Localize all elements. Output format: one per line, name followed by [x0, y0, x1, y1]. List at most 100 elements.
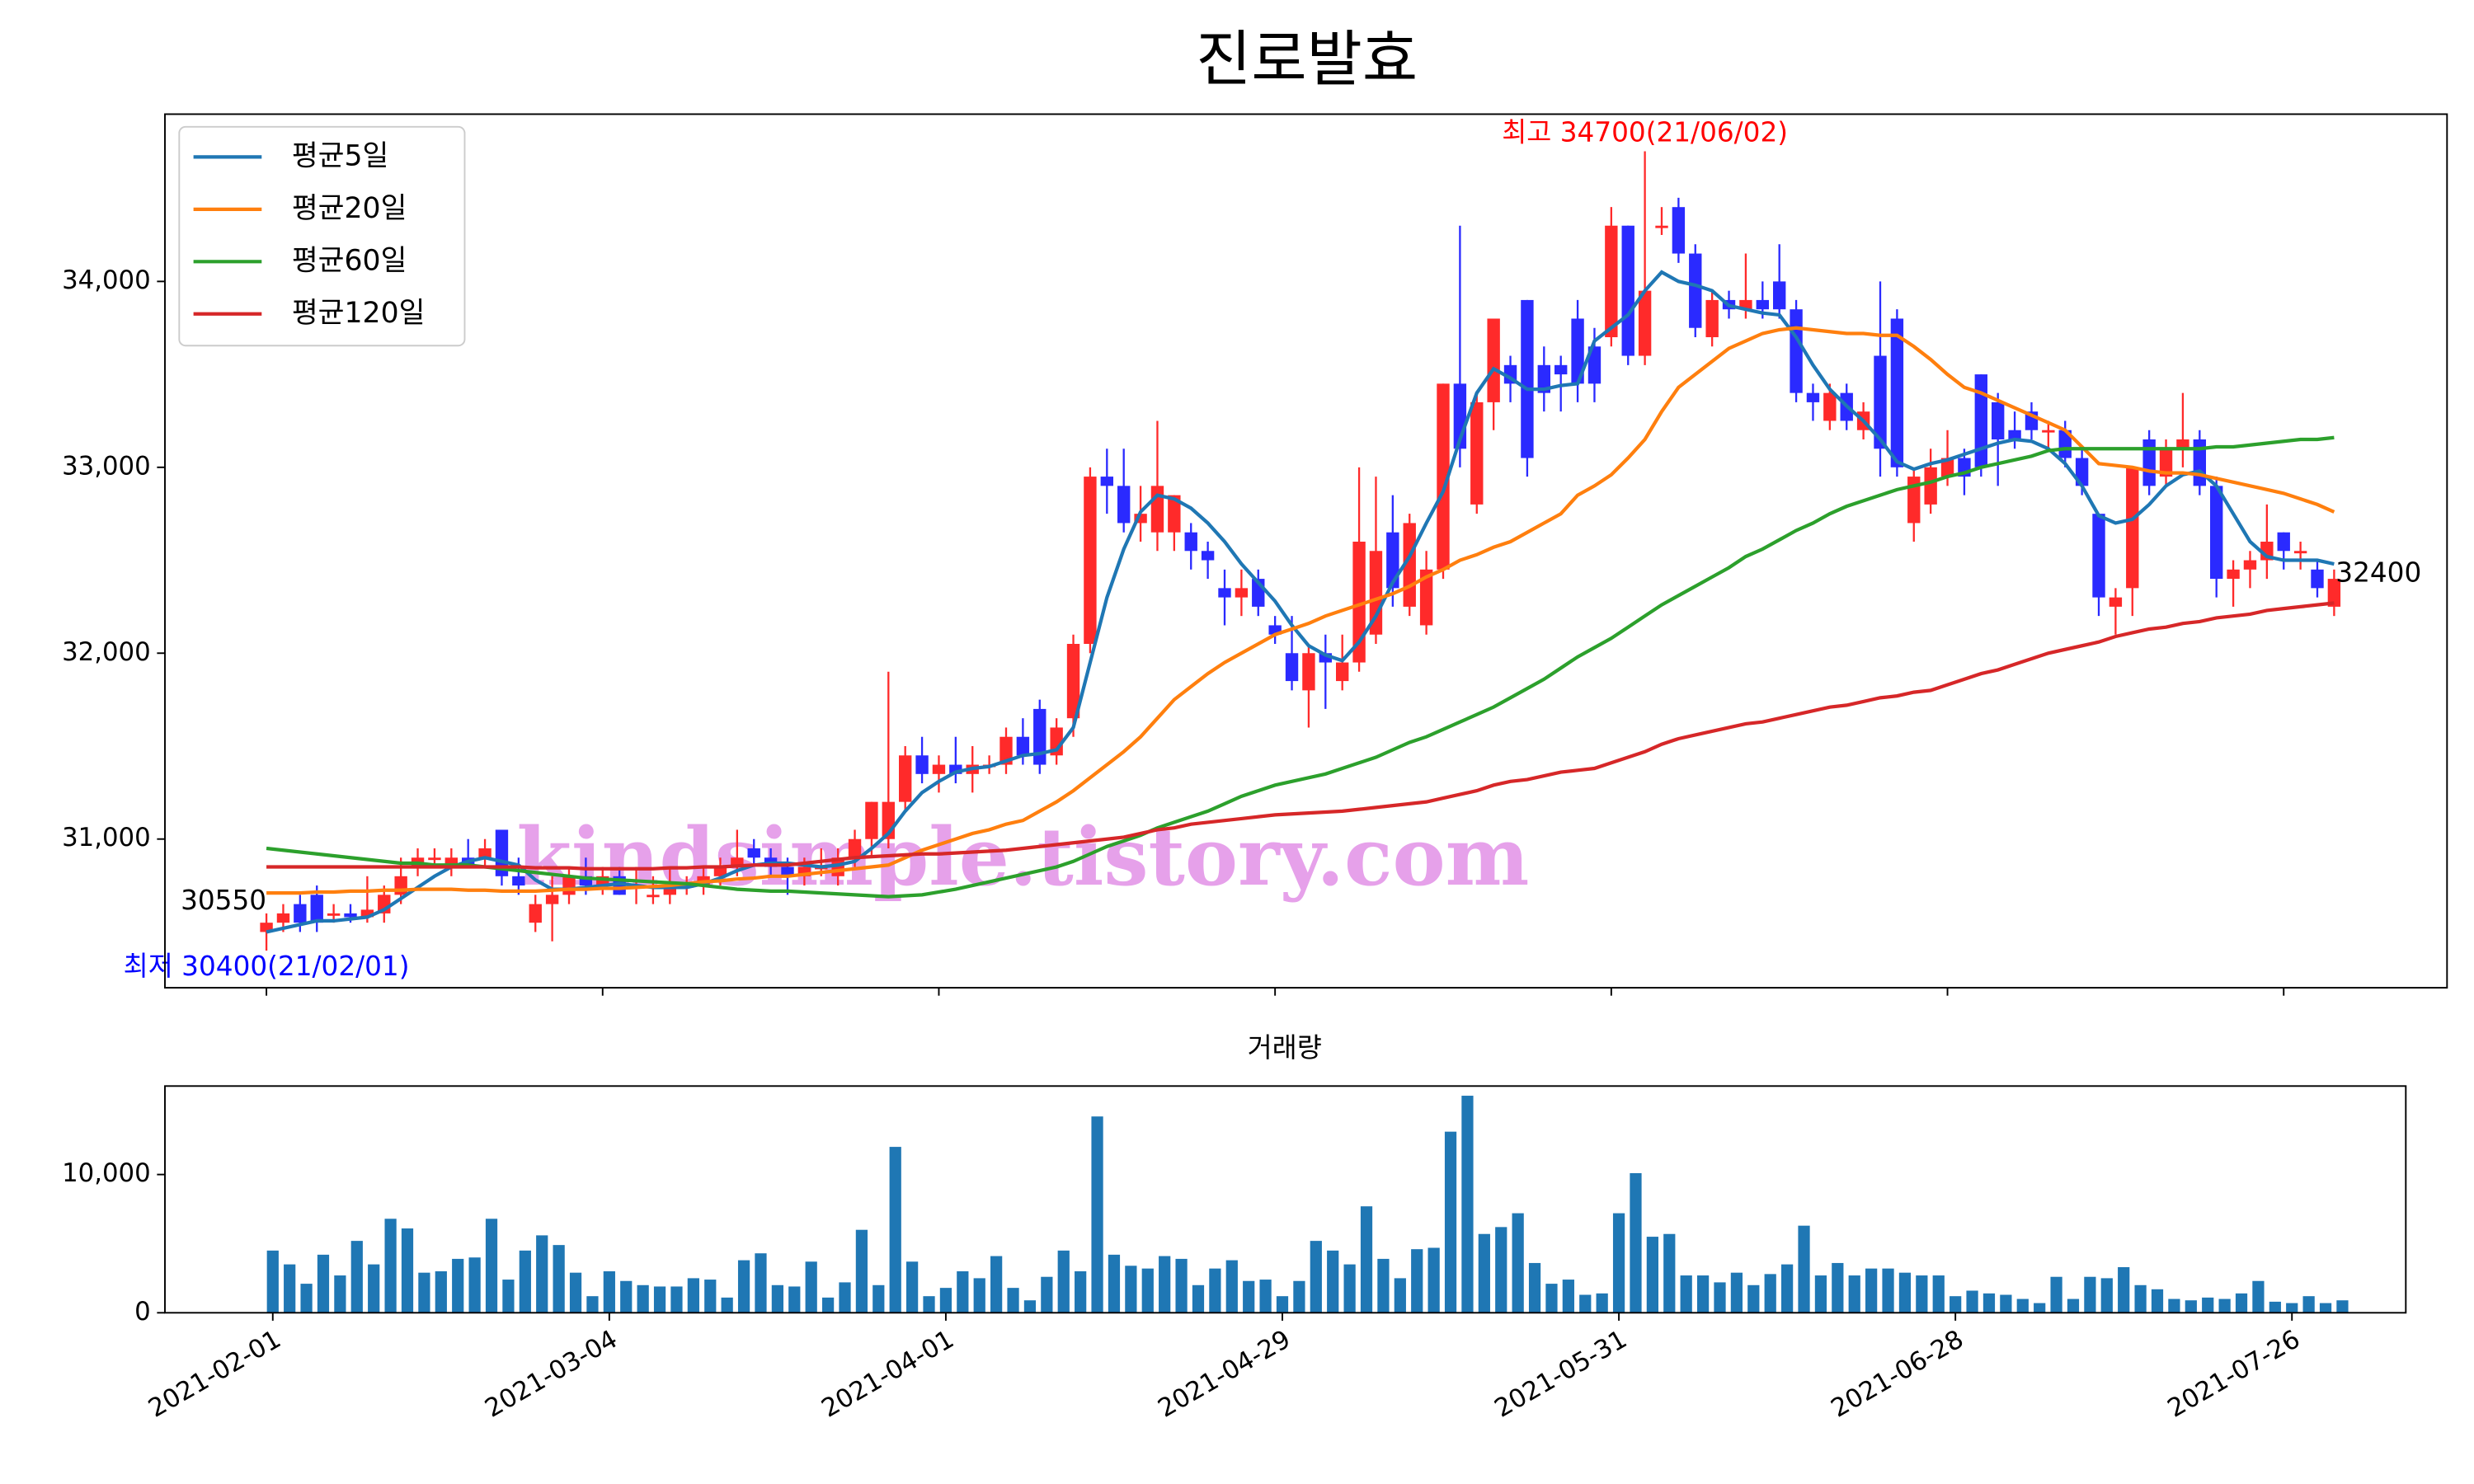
low-annotation: 최저 30400(21/02/01): [124, 951, 410, 982]
volume-bar: [1916, 1275, 1928, 1313]
volume-bar: [1007, 1288, 1019, 1313]
candle-body: [1773, 281, 1786, 310]
candle-body: [1150, 486, 1164, 533]
candle-body: [2042, 430, 2055, 433]
candle-body: [529, 904, 542, 923]
y-tick-label: 32,000: [62, 637, 151, 667]
candle-body: [1302, 653, 1315, 691]
volume-bar: [1394, 1278, 1406, 1313]
volume-bar: [2000, 1294, 2012, 1313]
volume-bar: [957, 1271, 969, 1313]
volume-bar: [418, 1272, 430, 1313]
candle-body: [1605, 225, 1618, 338]
volume-bar: [2134, 1284, 2147, 1313]
legend-label: 평균5일: [292, 139, 389, 172]
volume-bar: [284, 1264, 296, 1313]
candle-body: [865, 801, 878, 839]
candle-body: [781, 866, 794, 876]
volume-bar: [485, 1219, 498, 1313]
volume-bar: [2185, 1300, 2197, 1313]
volume-bar: [1528, 1262, 1541, 1313]
candle-body: [360, 909, 374, 918]
volume-bar: [603, 1271, 615, 1313]
volume-bar: [1832, 1262, 1844, 1313]
candle-body: [747, 848, 760, 858]
candle-body: [731, 857, 744, 867]
candle-body: [1084, 477, 1097, 644]
volume-bar: [401, 1228, 414, 1313]
candle-body: [294, 904, 307, 923]
candle-body: [1285, 653, 1299, 682]
volume-bar: [1898, 1272, 1912, 1313]
volume-bar: [1495, 1227, 1507, 1313]
candle-body: [1638, 290, 1652, 356]
volume-bar: [1225, 1260, 1238, 1313]
volume-bar: [653, 1286, 666, 1313]
volume-bar: [1075, 1271, 1087, 1313]
volume-bar: [2067, 1298, 2080, 1313]
candle-body: [2311, 569, 2324, 589]
volume-bar: [1814, 1275, 1827, 1313]
volume-bar: [368, 1264, 380, 1313]
candle-body: [1419, 569, 1433, 626]
volume-bar: [1781, 1264, 1794, 1313]
volume-bar: [435, 1271, 447, 1313]
candle-body: [1806, 392, 1820, 402]
candle-body: [915, 755, 929, 774]
candle-body: [478, 848, 492, 858]
candle-body: [1336, 662, 1349, 682]
candle-body: [1352, 541, 1366, 663]
candle-body: [596, 876, 609, 886]
candle-body: [1621, 225, 1634, 356]
volume-bar: [923, 1296, 935, 1313]
volume-bar: [350, 1241, 363, 1313]
candle-body: [1890, 318, 1904, 467]
ma-line: [266, 601, 2335, 871]
candle-body: [2126, 467, 2139, 589]
volume-bar: [2235, 1293, 2248, 1313]
volume-bar: [586, 1296, 599, 1313]
candle-body: [2008, 430, 2021, 439]
volume-bar: [519, 1250, 531, 1313]
volume-bar: [266, 1250, 279, 1313]
volume-bar: [1343, 1264, 1356, 1313]
candle-body: [2227, 569, 2240, 580]
candle-body: [2243, 560, 2257, 570]
volume-bar: [805, 1261, 817, 1313]
candle-body: [1992, 402, 2005, 439]
volume-bar: [1192, 1284, 1205, 1313]
volume-bar: [2151, 1289, 2164, 1313]
candle-body: [2327, 579, 2341, 607]
candle-body: [1587, 346, 1602, 384]
candle-body: [2058, 430, 2072, 458]
volume-bar: [2084, 1276, 2096, 1313]
volume-bar: [1950, 1296, 1962, 1313]
candle-body: [2193, 439, 2206, 486]
volume-bar: [536, 1235, 548, 1313]
legend-box: [178, 125, 466, 347]
candle-body: [1537, 364, 1550, 393]
candle-body: [1823, 392, 1837, 421]
volume-bar: [1798, 1225, 1810, 1313]
volume-bar: [1209, 1268, 1221, 1313]
candle-body: [1319, 653, 1332, 663]
volume-bar: [1041, 1276, 1053, 1313]
volume-bar: [973, 1278, 985, 1313]
candle-body: [579, 876, 593, 886]
candle-body: [310, 895, 323, 923]
volume-bar: [2336, 1300, 2349, 1313]
volume-bar: [1478, 1233, 1490, 1313]
volume-bar: [1108, 1254, 1121, 1313]
volume-bar: [1882, 1268, 1894, 1313]
volume-bar: [2034, 1303, 2046, 1313]
volume-bar: [939, 1288, 952, 1313]
candle-body: [1100, 477, 1113, 486]
volume-bar: [2252, 1280, 2265, 1313]
volume-bar: [687, 1278, 699, 1313]
candle-body: [1554, 364, 1568, 375]
volume-bar: [771, 1284, 783, 1313]
volume-bar: [1327, 1250, 1339, 1313]
volume-bar: [1966, 1290, 1978, 1313]
candle-body: [1437, 383, 1450, 570]
